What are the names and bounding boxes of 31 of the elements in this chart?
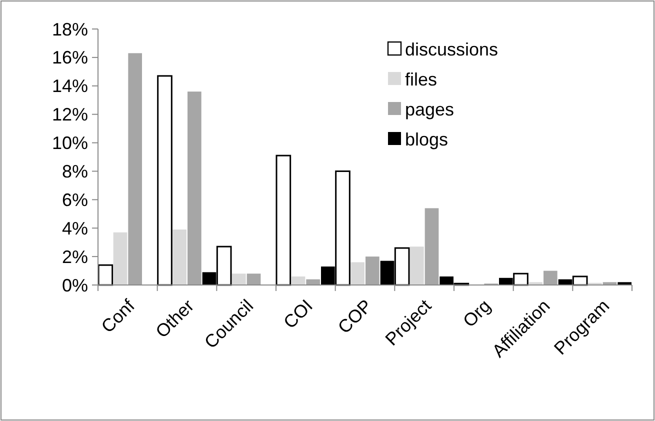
bar <box>424 208 439 285</box>
bar <box>128 53 142 285</box>
x-tick-label: Org <box>459 296 494 332</box>
legend-label: blogs <box>405 129 448 150</box>
bar <box>350 262 364 285</box>
y-tick-label: 12% <box>52 104 88 125</box>
bar <box>157 75 172 286</box>
bar <box>188 92 202 285</box>
legend-label: discussions <box>405 39 498 60</box>
bar <box>410 246 424 285</box>
y-tick-label: 8% <box>62 162 88 182</box>
y-tick-label: 18% <box>52 19 88 40</box>
y-tick-label: 0% <box>62 275 88 296</box>
bar <box>172 230 186 285</box>
bar <box>232 274 246 285</box>
y-tick-label: 10% <box>52 133 88 154</box>
y-tick-label: 4% <box>62 218 88 238</box>
y-tick-label: 16% <box>52 48 88 68</box>
y-tick-label: 14% <box>52 76 88 96</box>
y-tick-label: 2% <box>62 246 88 267</box>
bar <box>366 256 380 285</box>
bar <box>98 264 114 286</box>
bar <box>544 270 558 285</box>
y-tick-label: 6% <box>62 190 88 210</box>
bar <box>291 276 306 285</box>
bar <box>113 232 128 285</box>
legend-label: pages <box>405 99 454 120</box>
legend-label: files <box>405 69 438 90</box>
bar <box>246 274 261 285</box>
bar <box>276 154 292 286</box>
x-tick-label: COI <box>280 296 316 332</box>
